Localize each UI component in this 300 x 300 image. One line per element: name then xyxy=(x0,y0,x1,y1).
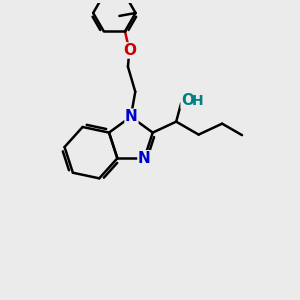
Text: N: N xyxy=(138,151,151,166)
Text: N: N xyxy=(125,109,138,124)
Text: H: H xyxy=(191,94,203,108)
Text: O: O xyxy=(181,93,194,108)
Text: O: O xyxy=(123,43,136,58)
